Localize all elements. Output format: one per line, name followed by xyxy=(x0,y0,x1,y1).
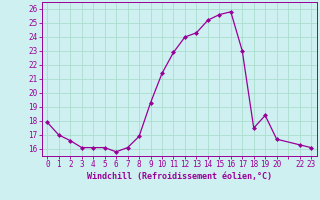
X-axis label: Windchill (Refroidissement éolien,°C): Windchill (Refroidissement éolien,°C) xyxy=(87,172,272,181)
